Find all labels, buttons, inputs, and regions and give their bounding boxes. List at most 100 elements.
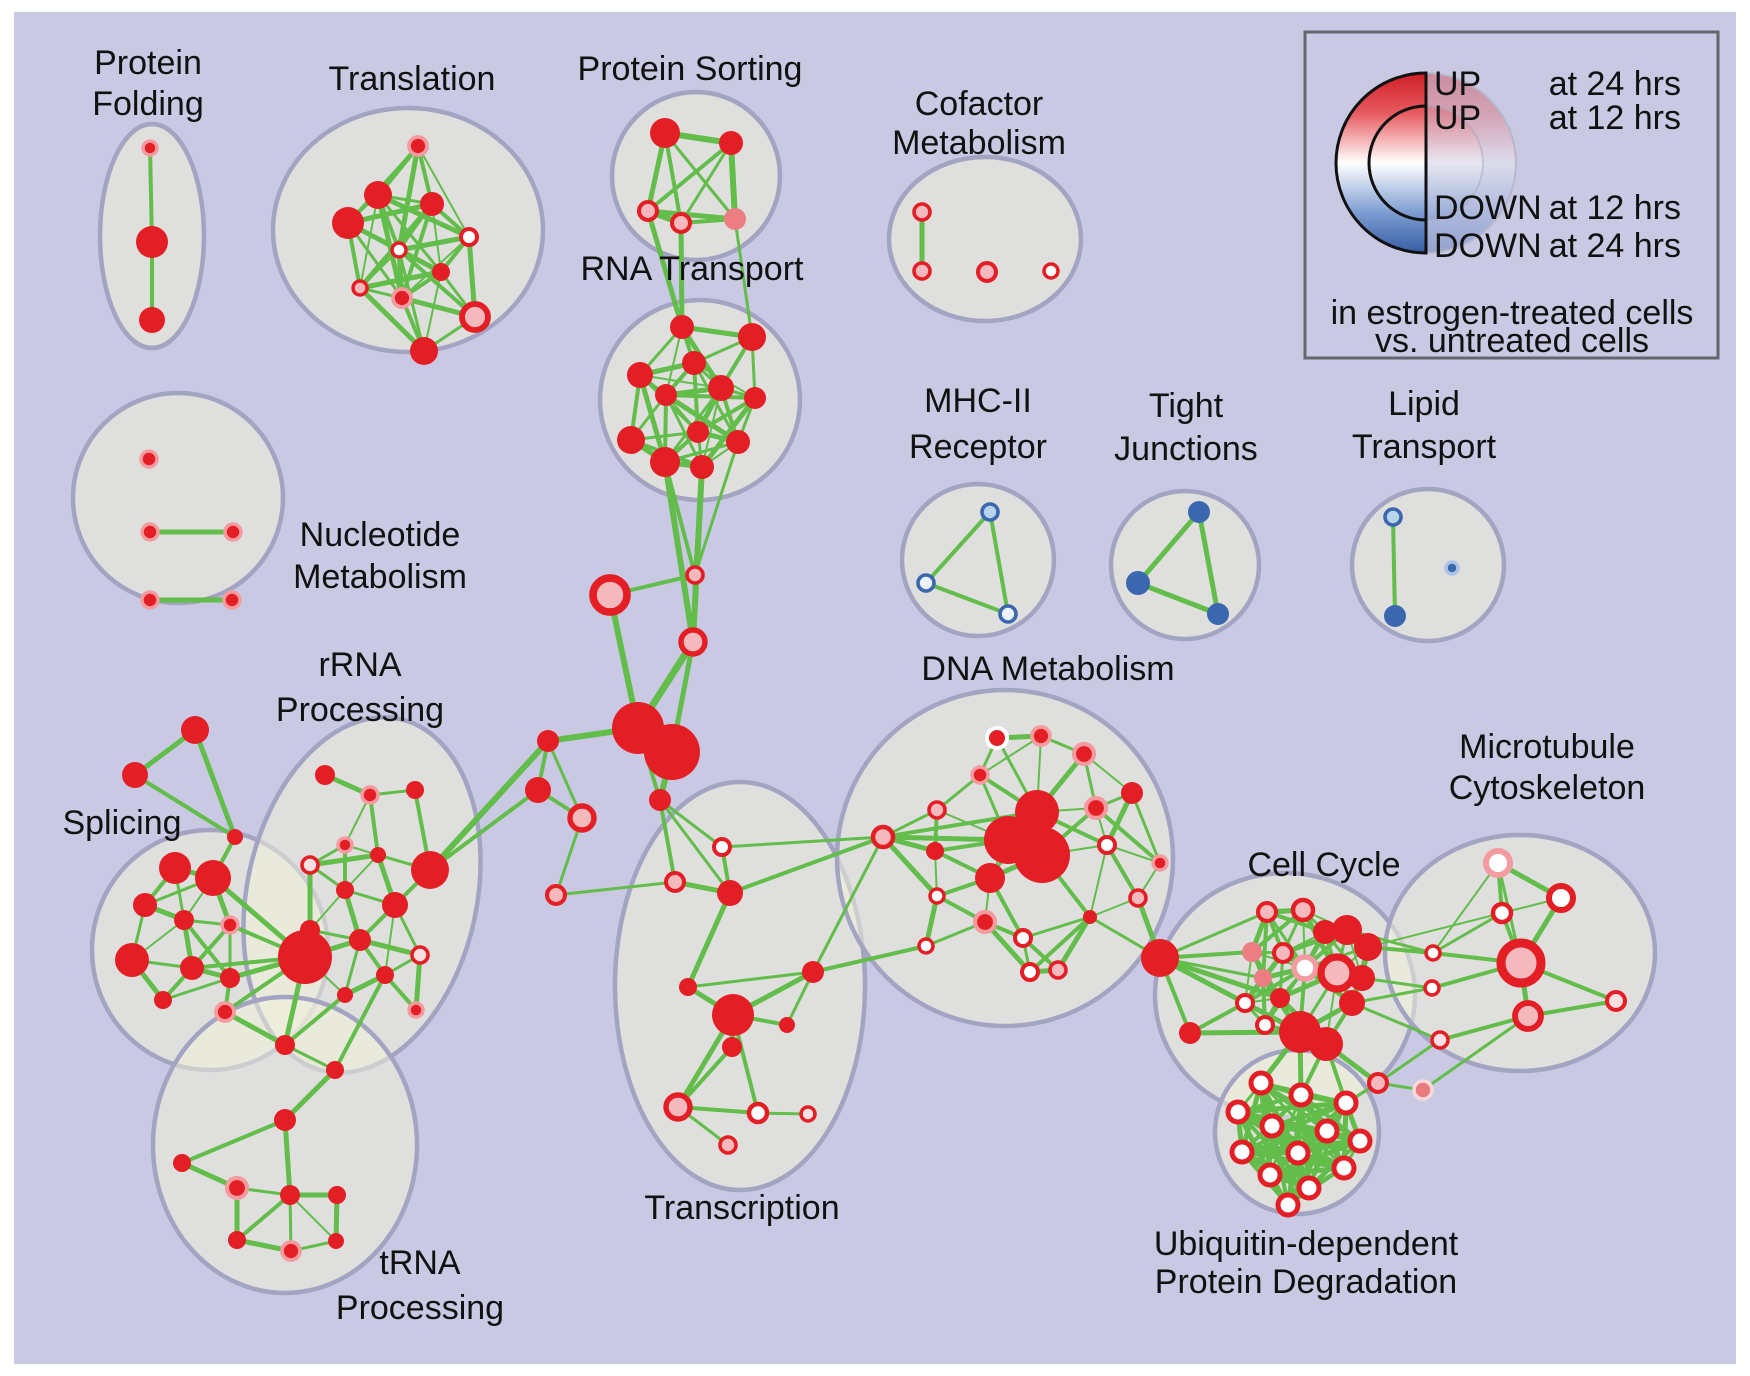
cluster-label-tj-line1: Junctions [1114,430,1258,468]
gene-node-cc-11 [1235,993,1255,1013]
cluster-ellipse-nm [70,390,286,606]
gene-node-rt-9 [726,430,750,454]
gene-node-dn-2 [1071,741,1097,767]
gene-node-rt-1 [738,323,766,351]
gene-node-tl-7 [351,279,369,297]
gene-node-tl-9 [459,301,491,333]
network-edge [368,793,380,857]
gene-node-cf-0 [912,202,932,222]
cluster-ellipse-tx [612,779,868,1193]
network-edge [678,220,685,330]
legend-footer-line1: vs. untreated cells [1375,322,1649,360]
cluster-label-dn-line0: DNA Metabolism [921,650,1174,688]
gene-node-sp-5 [115,943,149,977]
gene-node-cf-1 [912,261,932,281]
gene-node-cn-6 [525,777,551,803]
network-edge [663,131,737,221]
network-edge [161,976,232,1002]
network-edge [180,1118,287,1165]
network-edge [1089,844,1108,918]
network-edge [733,217,754,339]
network-edge [924,581,1010,616]
gene-node-br-1 [1423,979,1441,997]
cluster-label-tr-line0: tRNA [379,1244,461,1282]
gene-node-tr-8 [228,1231,246,1249]
gene-node-tr-1 [275,1035,295,1055]
gene-node-cc-10 [1254,969,1272,987]
network-edge [696,396,757,434]
gene-node-ps-0 [650,118,680,148]
gene-node-tr-10 [328,1233,344,1249]
network-edge [662,459,696,645]
cluster-label-nm-line0: Nucleotide [300,516,461,554]
network-edge [1055,914,1093,973]
gene-node-pf-2 [139,307,165,333]
gene-node-rr-0 [315,765,335,785]
gene-node-cf-2 [975,260,999,284]
network-edge [1135,580,1221,617]
gene-node-cn-4 [644,724,700,780]
gene-node-lt-0 [1383,507,1403,527]
network-edge [1157,955,1283,1001]
network-edge [396,234,472,253]
network-edge [728,835,885,895]
gene-node-tx-0 [649,789,671,811]
gene-node-cc-3 [1332,915,1362,945]
gene-node-rr-4 [300,855,320,875]
gene-node-tx-6 [712,994,754,1036]
network-edge [811,944,928,974]
gene-node-tr-6 [280,1185,300,1205]
cluster-label-tj-line0: Tight [1149,387,1224,425]
gene-node-tr-7 [328,1186,346,1204]
gene-node-tl-10 [410,337,438,365]
cluster-label-cf-line1: Metabolism [892,124,1066,162]
network-edge [645,208,738,222]
network-edge [924,510,992,585]
gene-node-tr-0 [214,1001,236,1023]
network-edge [811,835,885,974]
cluster-label-pf-line1: Folding [92,85,204,123]
gene-node-rr-14 [407,1001,425,1019]
network-edge [686,970,815,989]
gene-node-cc-7 [1291,954,1319,982]
network-edge [701,387,722,468]
gene-node-cc-9 [1349,965,1375,991]
legend-time-0: at 24 hrs [1549,65,1681,103]
network-edge [988,510,1010,616]
gene-node-mt-0 [1483,848,1513,878]
gene-node-tl-0 [407,135,429,157]
network-edge [1130,791,1162,865]
network-edge [1432,862,1499,954]
gene-node-cn-1 [589,574,631,616]
gene-node-mh-0 [980,502,1000,522]
gene-node-ub-8 [1285,1140,1311,1166]
network-edge [396,143,421,253]
gene-node-sp-0 [159,852,191,884]
gene-node-sp-2 [133,893,157,917]
cluster-ellipse-ps [609,89,783,263]
network-edge [1094,806,1162,865]
network-edge [645,208,685,330]
legend-footer-line0: in estrogen-treated cells [1331,294,1694,332]
gene-node-cc-18 [1412,1079,1434,1101]
network-edge [880,834,940,899]
gene-node-dn-1 [1030,725,1052,747]
gene-node-tl-3 [332,207,364,239]
gene-node-ub-3 [1225,1099,1251,1125]
gene-node-mt-3 [1496,938,1546,988]
cluster-label-pf-line0: Protein [94,44,202,82]
gene-node-cn-7 [567,803,597,833]
gene-node-sp-6 [180,956,204,980]
gene-node-ub-1 [1288,1082,1314,1108]
network-edge [1431,911,1504,955]
cluster-label-ps-line0: Protein Sorting [578,50,803,88]
network-edge [357,269,444,291]
cluster-label-cc-line0: Cell Cycle [1247,846,1400,884]
gene-node-cc-16 [1309,1027,1343,1061]
gene-node-ub-11 [1296,1175,1322,1201]
gene-node-tri-2 [227,829,243,845]
gene-node-rr-1 [360,785,380,805]
network-edge [282,1067,338,1123]
network-edge [1367,912,1503,948]
gene-node-dn-16 [972,909,998,935]
